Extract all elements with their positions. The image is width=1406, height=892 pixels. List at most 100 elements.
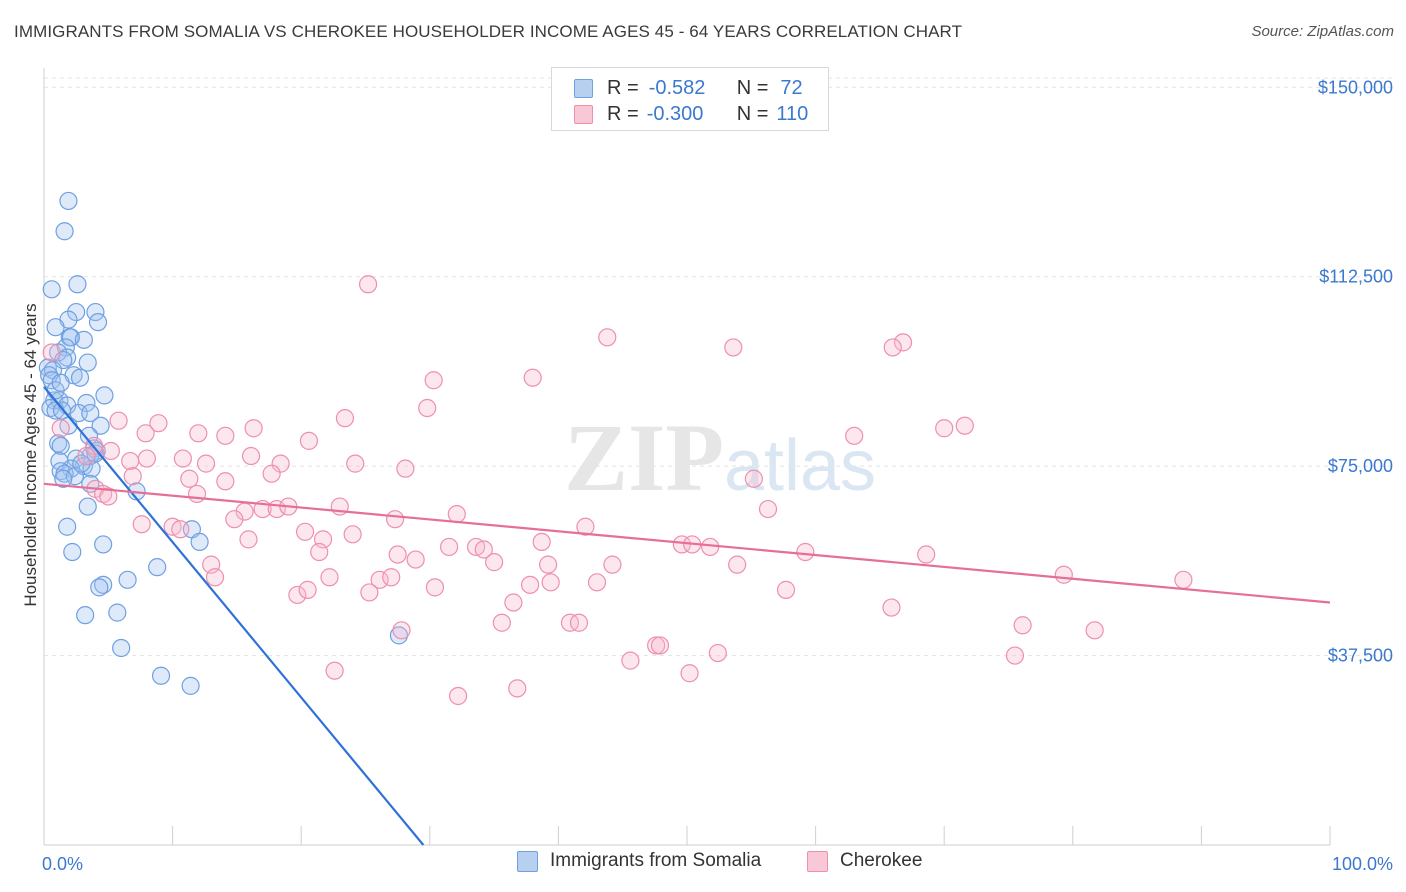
cherokee-point bbox=[343, 525, 362, 544]
somalia-point bbox=[108, 603, 127, 622]
legend-swatch-somalia bbox=[574, 78, 593, 98]
somalia-point bbox=[112, 638, 131, 658]
somalia-point bbox=[55, 222, 74, 241]
cherokee-point bbox=[650, 636, 670, 655]
cherokee-point bbox=[396, 459, 415, 478]
cherokee-point bbox=[388, 545, 407, 564]
cherokee-point bbox=[385, 510, 405, 529]
somalia-point bbox=[54, 469, 73, 488]
cherokee-point bbox=[447, 505, 466, 524]
cherokee-point bbox=[171, 520, 190, 539]
legend-label-somalia: Immigrants from Somalia bbox=[550, 850, 762, 871]
somalia-point bbox=[76, 606, 95, 625]
cherokee-point bbox=[1013, 616, 1032, 635]
y-tick-label: $150,000 bbox=[1318, 77, 1393, 97]
cherokee-point bbox=[744, 469, 763, 488]
somalia-point bbox=[90, 578, 109, 597]
cherokee-point bbox=[1085, 621, 1104, 640]
cherokee-point bbox=[225, 510, 244, 529]
x-tick-label: 0.0% bbox=[42, 854, 83, 874]
chart-title: IMMIGRANTS FROM SOMALIA VS CHEROKEE HOUS… bbox=[14, 22, 963, 41]
cherokee-point bbox=[370, 570, 389, 589]
trend-lines bbox=[43, 386, 1331, 846]
somalia-point bbox=[46, 318, 65, 337]
legend-swatch-cherokee bbox=[574, 104, 593, 124]
somalia-point bbox=[181, 676, 200, 695]
watermark-zip: ZIP bbox=[564, 404, 724, 511]
trend-line-cherokee bbox=[43, 482, 1331, 604]
cherokee-point bbox=[917, 545, 936, 564]
somalia-point bbox=[41, 398, 60, 418]
cherokee-point bbox=[776, 580, 796, 599]
trend-line-somalia bbox=[43, 386, 425, 846]
x-tick-label: 100.0% bbox=[1332, 854, 1393, 874]
somalia-point bbox=[81, 403, 100, 423]
somalia-point bbox=[49, 434, 68, 453]
cherokee-point bbox=[621, 651, 640, 670]
cherokee-point bbox=[504, 593, 523, 612]
cherokee-point bbox=[325, 661, 344, 680]
cherokee-point bbox=[935, 419, 954, 438]
axes bbox=[43, 68, 1331, 846]
somalia-point bbox=[190, 532, 209, 552]
somalia-point bbox=[67, 302, 86, 322]
cherokee-point bbox=[101, 441, 120, 461]
cherokee-point bbox=[299, 431, 319, 450]
cherokee-point bbox=[439, 537, 459, 557]
cherokee-point bbox=[893, 333, 913, 352]
cherokee-point bbox=[99, 487, 118, 506]
cherokee-point bbox=[728, 555, 747, 574]
legend-item-cherokee: Cherokee bbox=[807, 850, 922, 872]
cherokee-point bbox=[262, 464, 281, 483]
cherokee-point bbox=[137, 449, 156, 468]
y-tick-label: $75,000 bbox=[1328, 456, 1393, 476]
cherokee-point bbox=[42, 343, 61, 362]
somalia-point bbox=[148, 558, 167, 577]
cherokee-point bbox=[271, 454, 290, 473]
somalia-point bbox=[42, 280, 61, 299]
somalia-point bbox=[94, 535, 113, 554]
somalia-point bbox=[118, 570, 137, 589]
cherokee-point bbox=[244, 419, 263, 438]
stats-legend: R = -0.582 N = 72 R = -0.300 N = 110 bbox=[551, 67, 829, 131]
watermark-atlas: atlas bbox=[724, 426, 876, 506]
somalia-point bbox=[88, 313, 108, 332]
cherokee-point bbox=[424, 371, 443, 390]
cherokee-point bbox=[216, 472, 235, 491]
cherokee-point bbox=[346, 454, 365, 473]
legend-r-label: R = bbox=[607, 102, 639, 125]
y-axis-title: Householder Income Ages 45 - 64 years bbox=[21, 303, 40, 606]
legend-r-label: R = bbox=[607, 76, 639, 99]
watermark: ZIPatlas bbox=[564, 404, 876, 511]
cherokee-point bbox=[335, 409, 355, 428]
legend-r-value: -0.300 bbox=[646, 102, 704, 125]
cherokee-point bbox=[541, 573, 560, 592]
somalia-point bbox=[59, 191, 78, 211]
cherokee-point bbox=[492, 613, 511, 632]
chart-source: Source: ZipAtlas.com bbox=[1251, 23, 1394, 40]
legend-n-label: N = bbox=[736, 76, 769, 99]
somalia-point bbox=[389, 626, 409, 645]
legend-n-value: 72 bbox=[780, 76, 803, 99]
cherokee-point bbox=[882, 598, 901, 617]
cherokee-point bbox=[310, 542, 329, 562]
cherokee-point bbox=[288, 585, 307, 605]
legend-item-somalia: Immigrants from Somalia bbox=[517, 850, 761, 872]
legend-label-cherokee: Cherokee bbox=[840, 850, 923, 871]
cherokee-point bbox=[508, 679, 527, 698]
somalia-point bbox=[63, 542, 82, 562]
somalia-point bbox=[74, 330, 93, 349]
cherokee-point bbox=[320, 568, 339, 587]
somalia-point bbox=[58, 517, 77, 536]
cherokee-point bbox=[955, 416, 974, 435]
somalia-point bbox=[91, 416, 110, 435]
cherokee-point bbox=[205, 568, 225, 587]
cherokee-point bbox=[189, 424, 208, 443]
cherokee-point bbox=[569, 613, 589, 632]
cherokee-point bbox=[136, 424, 155, 443]
cherokee-point bbox=[539, 555, 558, 574]
cherokee-point bbox=[576, 517, 595, 536]
cherokee-point bbox=[149, 414, 168, 433]
cherokee-point bbox=[708, 643, 727, 663]
